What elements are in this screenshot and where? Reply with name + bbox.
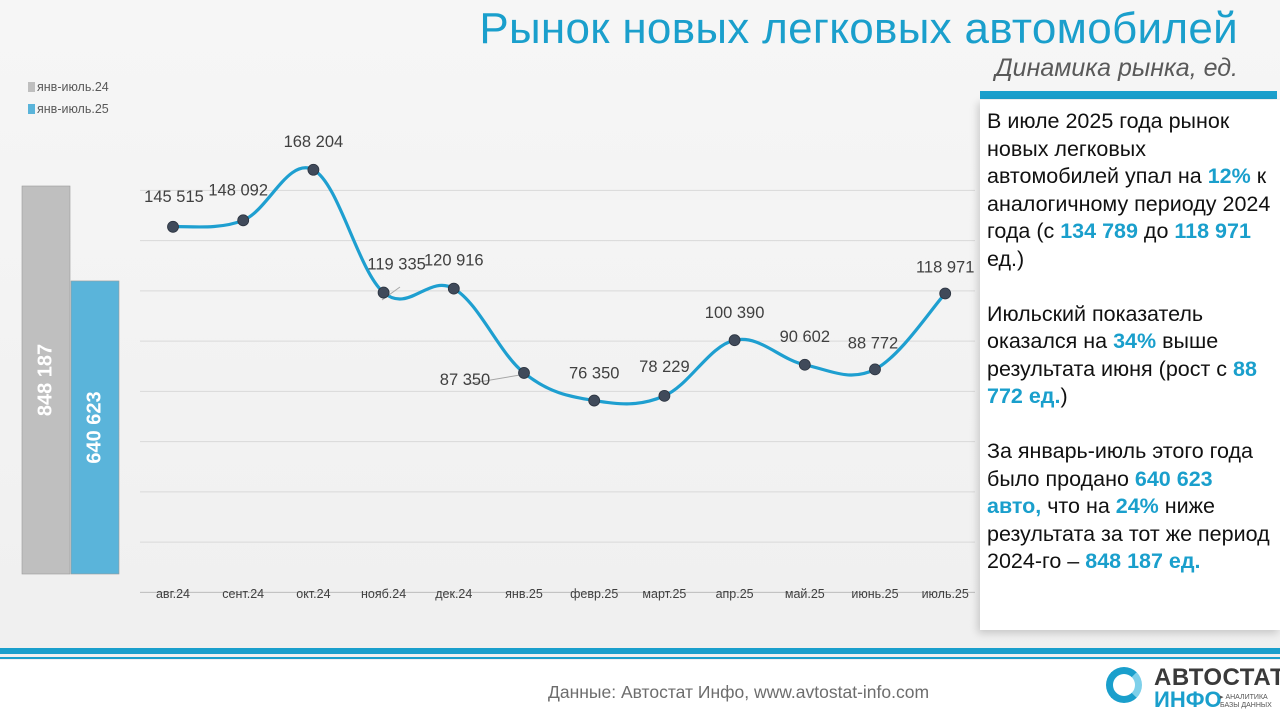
info-text-span: выше результата июня (рост с [987,329,1234,381]
x-tick-label: февр.25 [570,587,618,601]
data-point [588,394,601,407]
legend-label-2025: янв-июль.25 [37,102,109,116]
data-label: 148 092 [208,181,268,199]
info-text-span: ) [1060,384,1068,409]
bar-value-label: 848 187 [34,344,56,416]
footer [0,660,1280,722]
bar-2025 [70,280,120,575]
info-text: В июле 2025 года рынок новых легковых ав… [987,108,1272,603]
data-label: 87 350 [440,371,490,389]
series-line [171,166,947,406]
data-label: 90 602 [780,328,830,346]
footer-divider-thin [0,657,1280,659]
bar-2024 [21,185,71,575]
data-point [658,389,671,402]
info-highlight: 34% [1113,329,1157,354]
data-label: 118 971 [916,258,974,276]
x-tick-label: апр.25 [716,587,754,601]
data-point [798,358,811,371]
legend-swatch-2025 [28,104,35,114]
logo-name: АВТОСТАТ [1154,664,1280,691]
data-point [377,286,390,299]
data-label: 76 350 [569,365,619,383]
legend-swatch-2024 [28,82,35,92]
info-text-span: ед.) [987,246,1025,271]
info-paragraph-2: Июльский показатель оказался на 34% выше… [987,301,1272,411]
info-text-span: Июльский показатель оказался на [987,301,1204,354]
data-point [939,287,952,300]
info-paragraph-1: В июле 2025 года рынок новых легковых ав… [987,108,1272,274]
info-text-span: что на [1041,494,1116,519]
x-tick-label: март.25 [642,587,686,601]
info-highlight: 118 971 [1174,219,1251,244]
data-point [167,220,179,233]
avtostat-logo: АВТОСТАТ ИНФО ▸ АНАЛИТИКА БАЗЫ ДАННЫХ [1104,664,1280,720]
data-label: 145 515 [144,188,204,206]
data-point [237,214,250,227]
label-leader-line [466,374,521,385]
x-tick-label: дек.24 [435,587,472,601]
x-tick-label: июль.25 [922,587,969,601]
info-highlight: 848 187 ед. [1085,549,1201,574]
info-text-span: В июле 2025 года рынок новых легковых ав… [987,109,1230,189]
x-tick-label: окт.24 [296,587,330,601]
data-label: 78 229 [639,358,689,376]
data-point [728,334,741,347]
page-subtitle: Динамика рынка, ед. [995,54,1238,82]
info-highlight: 24% [1115,494,1159,519]
data-point [869,363,881,376]
x-tick-label: сент.24 [222,587,264,601]
info-text-span: За январь-июль этого года было продано [987,438,1253,491]
info-highlight: 12% [1207,164,1251,189]
market-chart: 848 187 640 623 145 515 148 092 168 204 119 3… [21,133,975,601]
footer-divider [0,648,1280,654]
legend-item-2024: янв-июль.24 [28,76,109,98]
data-label: 100 390 [705,304,765,322]
info-highlight: 88 772 ед. [987,356,1257,409]
chart-legend: янв-июль.24 янв-июль.25 [28,76,109,120]
info-box [980,100,1280,630]
page-title: Рынок новых легковых автомобилей [479,4,1238,53]
legend-label-2024: янв-июль.24 [37,80,109,94]
data-point [518,367,530,379]
data-label: 88 772 [848,334,898,352]
data-label: 119 335 [367,256,425,274]
info-box-accent-bar [980,91,1277,99]
data-source: Данные: Автостат Инфо, www.avtostat-info… [548,682,930,702]
data-point [447,282,460,295]
data-label: 120 916 [424,252,484,270]
x-tick-label: янв.25 [505,587,543,601]
bar-value-label: 640 623 [83,391,105,463]
info-text-span: ниже результата за тот же период 2024-го… [987,494,1270,574]
info-text-span: до [1137,219,1175,244]
data-label: 168 204 [284,133,344,151]
x-tick-label: авг.24 [156,587,190,601]
info-highlight: 640 623 авто, [987,466,1213,519]
logo-tagline: ▸ АНАЛИТИКА БАЗЫ ДАННЫХ [1220,694,1272,709]
x-tick-label: июнь.25 [851,587,898,601]
info-highlight: 134 789 [1060,219,1138,244]
info-text-span: к аналогичному периоду 2024 года (с [987,164,1271,244]
x-tick-label: май.25 [785,587,825,601]
data-point [307,163,320,176]
x-tick-label: нояб.24 [361,587,406,601]
legend-item-2025: янв-июль.25 [28,98,109,120]
info-paragraph-3: За январь-июль этого года было продано 6… [987,438,1272,576]
logo-name-info: ИНФО [1154,687,1222,712]
avtostat-logo-icon [1106,667,1142,703]
